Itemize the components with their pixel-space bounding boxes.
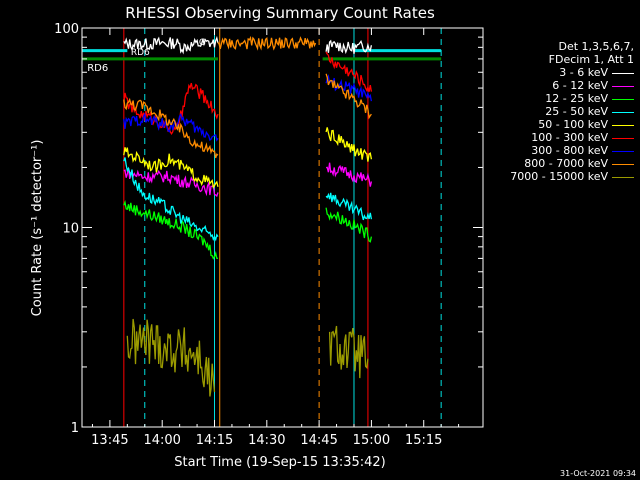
legend-swatch [612, 85, 634, 87]
legend-item-4: 50 - 100 keV [474, 118, 634, 131]
x-tick-label-2: 14:15 [196, 433, 233, 448]
x-tick-label-6: 15:15 [405, 433, 442, 448]
legend-label: 300 - 800 keV [531, 144, 608, 157]
legend-item-3: 25 - 50 keV [474, 105, 634, 118]
plot-frame [81, 27, 484, 428]
y-tick-label-2: 100 [54, 22, 79, 37]
legend-header-line-1: Det 1,3,5,6,7, [558, 40, 634, 53]
legend-swatch [612, 111, 634, 113]
x-tick-label-3: 14:30 [248, 433, 285, 448]
legend-item-6: 300 - 800 keV [474, 144, 634, 157]
legend-item-1: 6 - 12 keV [474, 79, 634, 92]
legend-item-0: 3 - 6 keV [474, 66, 634, 79]
plot-content: RD6 RD6 G [82, 28, 442, 427]
x-tick-label-4: 14:45 [300, 433, 337, 448]
y-tick-label-0: 1 [71, 421, 79, 436]
legend: Det 1,3,5,6,7, FDecim 1, Att 1 3 - 6 keV… [474, 40, 634, 183]
legend-label: 6 - 12 keV [552, 79, 608, 92]
series-line-2-1 [325, 207, 373, 243]
legend-swatch [612, 98, 634, 100]
legend-label: 100 - 300 keV [531, 131, 608, 144]
series-line-2-0 [123, 199, 219, 260]
legend-swatch [612, 150, 634, 152]
legend-item-8: 7000 - 15000 keV [474, 170, 634, 183]
series-line-1-0 [123, 167, 219, 198]
series-line-5-0 [123, 82, 219, 136]
x-tick-label-1: 14:00 [143, 433, 180, 448]
legend-label: 7000 - 15000 keV [510, 170, 608, 183]
series-line-1-1 [325, 162, 373, 187]
legend-item-7: 800 - 7000 keV [474, 157, 634, 170]
decimation-label: RD6 [87, 63, 108, 74]
series-line-4-0 [123, 147, 219, 189]
y-axis-label: Count Rate (s⁻¹ detector⁻¹) [30, 140, 45, 317]
series-line-5-1 [325, 51, 373, 93]
series-line-8-1 [328, 325, 369, 379]
series-line-0-0 [123, 35, 219, 55]
series-line-6-1 [325, 73, 373, 102]
chart-title: RHESSI Observing Summary Count Rates [125, 4, 435, 22]
legend-swatch [612, 137, 634, 139]
series-line-0-1 [325, 39, 373, 55]
footer-timestamp: 31-Oct-2021 09:34 [560, 469, 636, 478]
legend-label: 50 - 100 keV [538, 118, 608, 131]
legend-swatch [612, 72, 634, 74]
legend-label: 25 - 50 keV [545, 105, 608, 118]
legend-header-line-2: FDecim 1, Att 1 [548, 53, 634, 66]
x-tick-label-0: 13:45 [91, 433, 128, 448]
marker-label-g: G [199, 38, 206, 48]
series-line-7-0 [123, 97, 219, 159]
decimation-label-2: RD6 [131, 48, 150, 58]
y-tick-label-1: 10 [62, 222, 79, 237]
series-line-3-1 [325, 192, 373, 221]
series-line-3-0 [123, 157, 219, 242]
x-axis-label: Start Time (19-Sep-15 13:35:42) [174, 455, 385, 470]
legend-label: 3 - 6 keV [559, 66, 608, 79]
series-line-7-1 [217, 35, 317, 51]
legend-label: 12 - 25 keV [545, 92, 608, 105]
legend-swatch [612, 176, 634, 178]
series-line-6-0 [123, 112, 219, 142]
series-line-8-0 [126, 318, 216, 397]
series-line-4-1 [325, 127, 373, 162]
legend-swatch [612, 124, 634, 126]
series-line-7-2 [325, 73, 372, 120]
legend-item-2: 12 - 25 keV [474, 92, 634, 105]
x-tick-label-5: 15:00 [353, 433, 390, 448]
legend-swatch [612, 163, 634, 165]
legend-label: 800 - 7000 keV [524, 157, 608, 170]
legend-item-5: 100 - 300 keV [474, 131, 634, 144]
